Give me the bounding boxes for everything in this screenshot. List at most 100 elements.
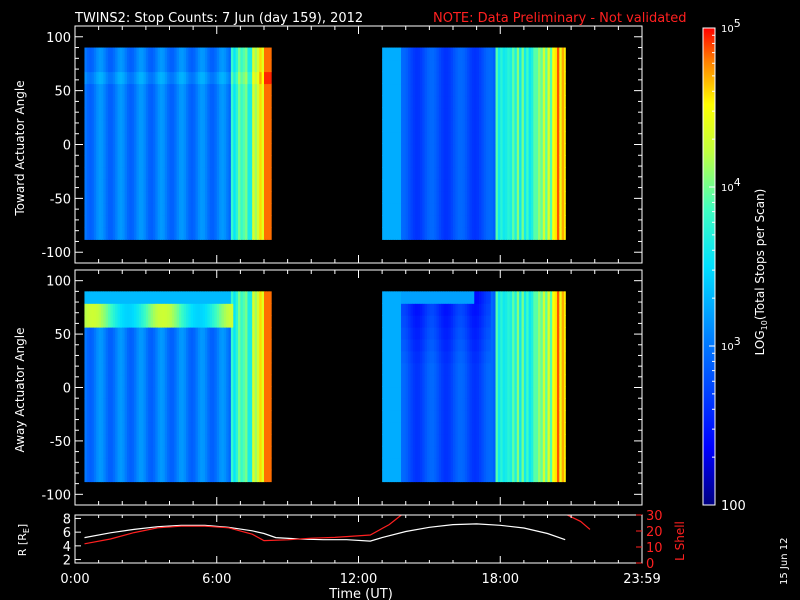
heatmap-cell xyxy=(171,95,175,109)
heatmap-cell xyxy=(188,119,192,133)
heatmap-cell xyxy=(490,131,494,145)
heatmap-cell xyxy=(386,410,390,423)
heatmap-cell xyxy=(464,179,468,192)
heatmap-cell xyxy=(261,83,265,97)
heatmap-cell xyxy=(469,59,473,73)
heatmap-cell xyxy=(504,59,508,73)
heatmap-cell xyxy=(134,457,138,471)
heatmap-cell xyxy=(405,47,409,61)
heatmap-cell xyxy=(488,433,492,447)
heatmap-cell xyxy=(240,433,244,447)
heatmap-cell xyxy=(438,227,442,240)
heatmap-cell xyxy=(405,291,409,304)
heatmap-cell xyxy=(188,362,192,376)
heatmap-cell xyxy=(155,131,159,145)
heatmap-cell xyxy=(103,350,107,364)
heatmap-cell xyxy=(122,327,126,340)
heatmap-cell xyxy=(504,179,508,192)
heatmap-cell xyxy=(483,59,487,73)
heatmap-cell xyxy=(431,191,435,204)
heatmap-cell xyxy=(197,71,201,85)
heatmap-cell xyxy=(93,338,97,352)
heatmap-cell xyxy=(516,410,520,423)
heatmap-cell xyxy=(502,71,506,85)
heatmap-cell xyxy=(221,47,225,61)
heatmap-cell xyxy=(84,59,88,73)
heatmap-cell xyxy=(528,167,532,180)
heatmap-cell xyxy=(516,215,520,228)
heatmap-cell xyxy=(238,203,241,216)
heatmap-cell xyxy=(559,59,563,73)
heatmap-cell xyxy=(112,291,116,304)
heatmap-cell xyxy=(233,410,237,423)
heatmap-cell xyxy=(178,47,182,61)
heatmap-cell xyxy=(538,433,542,447)
heatmap-cell xyxy=(445,374,449,388)
heatmap-cell xyxy=(238,167,241,180)
heatmap-cell xyxy=(207,131,211,145)
heatmap-cell xyxy=(424,362,428,376)
heatmap-cell xyxy=(523,227,527,240)
heatmap-cell xyxy=(143,191,147,204)
heatmap-cell xyxy=(174,410,178,423)
heatmap-cell xyxy=(405,374,409,388)
heatmap-cell xyxy=(436,362,440,376)
heatmap-cell xyxy=(478,179,482,192)
heatmap-cell xyxy=(155,143,159,156)
heatmap-cell xyxy=(467,107,471,121)
heatmap-cell xyxy=(476,445,480,459)
heatmap-cell xyxy=(497,95,501,109)
heatmap-cell xyxy=(233,227,237,240)
heatmap-cell xyxy=(266,433,270,447)
heatmap-cell xyxy=(530,398,534,411)
heatmap-cell xyxy=(214,291,218,304)
heatmap-cell xyxy=(441,469,445,483)
heatmap-cell xyxy=(212,47,215,61)
heatmap-cell xyxy=(254,83,258,97)
heatmap-cell xyxy=(393,350,397,364)
heatmap-cell xyxy=(256,143,260,156)
heatmap-cell xyxy=(415,95,419,109)
heatmap-cell xyxy=(429,107,433,121)
heatmap-cell xyxy=(445,362,449,376)
heatmap-cell xyxy=(226,338,230,352)
heatmap-cell xyxy=(396,203,400,216)
heatmap-cell xyxy=(382,47,386,61)
heatmap-cell xyxy=(450,191,454,204)
heatmap-cell xyxy=(247,457,251,471)
heatmap-cell xyxy=(176,47,180,61)
heatmap-cell xyxy=(202,167,206,180)
heatmap-cell xyxy=(497,327,501,340)
heatmap-cell xyxy=(502,433,506,447)
heatmap-cell xyxy=(202,179,206,192)
heatmap-cell xyxy=(434,215,438,228)
heatmap-cell xyxy=(100,167,104,180)
heatmap-cell xyxy=(478,398,482,411)
heatmap-cell xyxy=(131,131,135,145)
heatmap-cell xyxy=(431,386,435,399)
heatmap-cell xyxy=(100,47,104,61)
heatmap-cell xyxy=(509,215,513,228)
heatmap-cell xyxy=(126,315,130,328)
heatmap-cell xyxy=(115,215,119,228)
heatmap-cell xyxy=(195,398,199,411)
heatmap-cell xyxy=(457,433,461,447)
heatmap-cell xyxy=(221,410,225,423)
heatmap-cell xyxy=(261,338,265,352)
heatmap-cell xyxy=(242,215,246,228)
heatmap-cell xyxy=(500,167,504,180)
heatmap-cell xyxy=(214,457,218,471)
heatmap-cell xyxy=(105,215,109,228)
heatmap-cell xyxy=(526,143,530,156)
heatmap-cell xyxy=(195,303,199,316)
heatmap-cell xyxy=(497,362,501,376)
heatmap-cell xyxy=(483,191,487,204)
heatmap-cell xyxy=(540,315,544,328)
heatmap-cell xyxy=(219,303,223,316)
heatmap-cell xyxy=(150,107,154,121)
heatmap-cell xyxy=(112,71,116,85)
heatmap-cell xyxy=(490,469,494,483)
heatmap-cell xyxy=(164,179,168,192)
heatmap-cell xyxy=(523,215,527,228)
heatmap-cell xyxy=(528,374,532,388)
